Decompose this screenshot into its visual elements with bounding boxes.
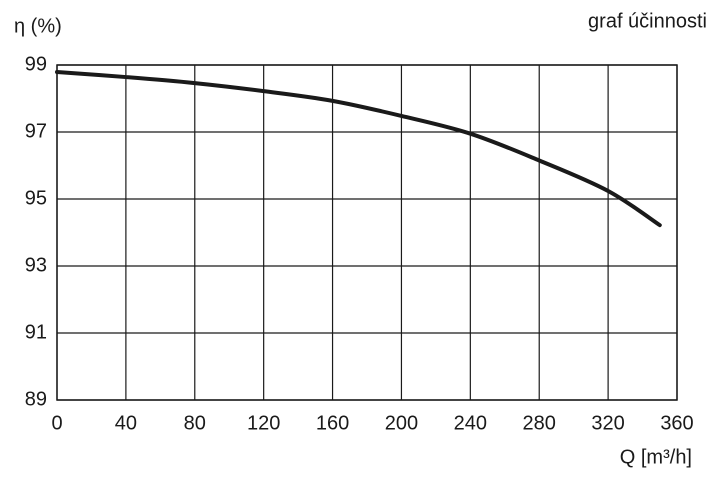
x-tick-label: 360 [660, 412, 693, 434]
y-axis-label: η (%) [14, 15, 62, 37]
y-tick-label: 95 [25, 187, 47, 209]
x-tick-label: 40 [115, 412, 137, 434]
y-tick-label: 97 [25, 120, 47, 142]
efficiency-line [55, 70, 662, 228]
x-tick-label: 200 [385, 412, 418, 434]
x-tick-label: 160 [316, 412, 349, 434]
x-axis-label: Q [m³/h] [620, 446, 692, 468]
plot-frame [56, 64, 678, 401]
y-tick-label: 93 [25, 254, 47, 276]
x-tick-label: 320 [591, 412, 624, 434]
x-tick-label: 80 [184, 412, 206, 434]
y-tick-label: 89 [25, 388, 47, 410]
y-tick-label: 99 [25, 53, 47, 75]
x-tick-label: 280 [523, 412, 556, 434]
x-tick-label: 240 [454, 412, 487, 434]
x-tick-label: 0 [51, 412, 62, 434]
y-tick-label: 91 [25, 321, 47, 343]
chart-title: graf účinnosti [588, 10, 707, 32]
x-tick-label: 120 [247, 412, 280, 434]
